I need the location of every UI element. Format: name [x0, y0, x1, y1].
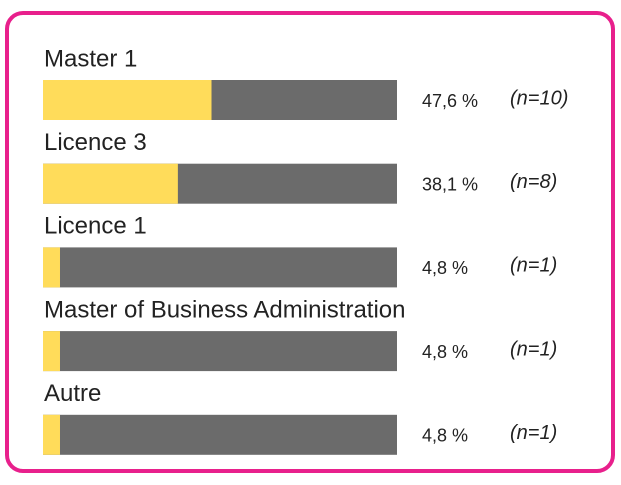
value-label: 4,8 %: [422, 342, 468, 362]
count-label: (n=1): [510, 422, 557, 444]
bar-track: [43, 331, 397, 372]
category-label: Licence 1: [44, 213, 147, 240]
value-label: 38,1 %: [422, 174, 478, 194]
category-label: Master of Business Administration: [44, 296, 406, 323]
count-label: (n=8): [510, 171, 557, 193]
bar-track: [43, 247, 397, 288]
count-label: (n=1): [510, 338, 557, 360]
value-label: 47,6 %: [422, 91, 478, 111]
value-label: 4,8 %: [422, 426, 468, 446]
count-label: (n=10): [510, 87, 568, 109]
count-label: (n=1): [510, 255, 557, 277]
category-label: Master 1: [44, 45, 137, 72]
bar: [43, 163, 178, 204]
bar: [43, 80, 212, 120]
bar: [43, 247, 60, 288]
bar-track: [43, 414, 397, 455]
frame: [5, 11, 615, 473]
value-label: 4,8 %: [422, 258, 468, 278]
category-label: Autre: [44, 380, 101, 407]
bar: [43, 414, 60, 455]
category-label: Licence 3: [44, 129, 147, 156]
bar: [43, 331, 60, 372]
